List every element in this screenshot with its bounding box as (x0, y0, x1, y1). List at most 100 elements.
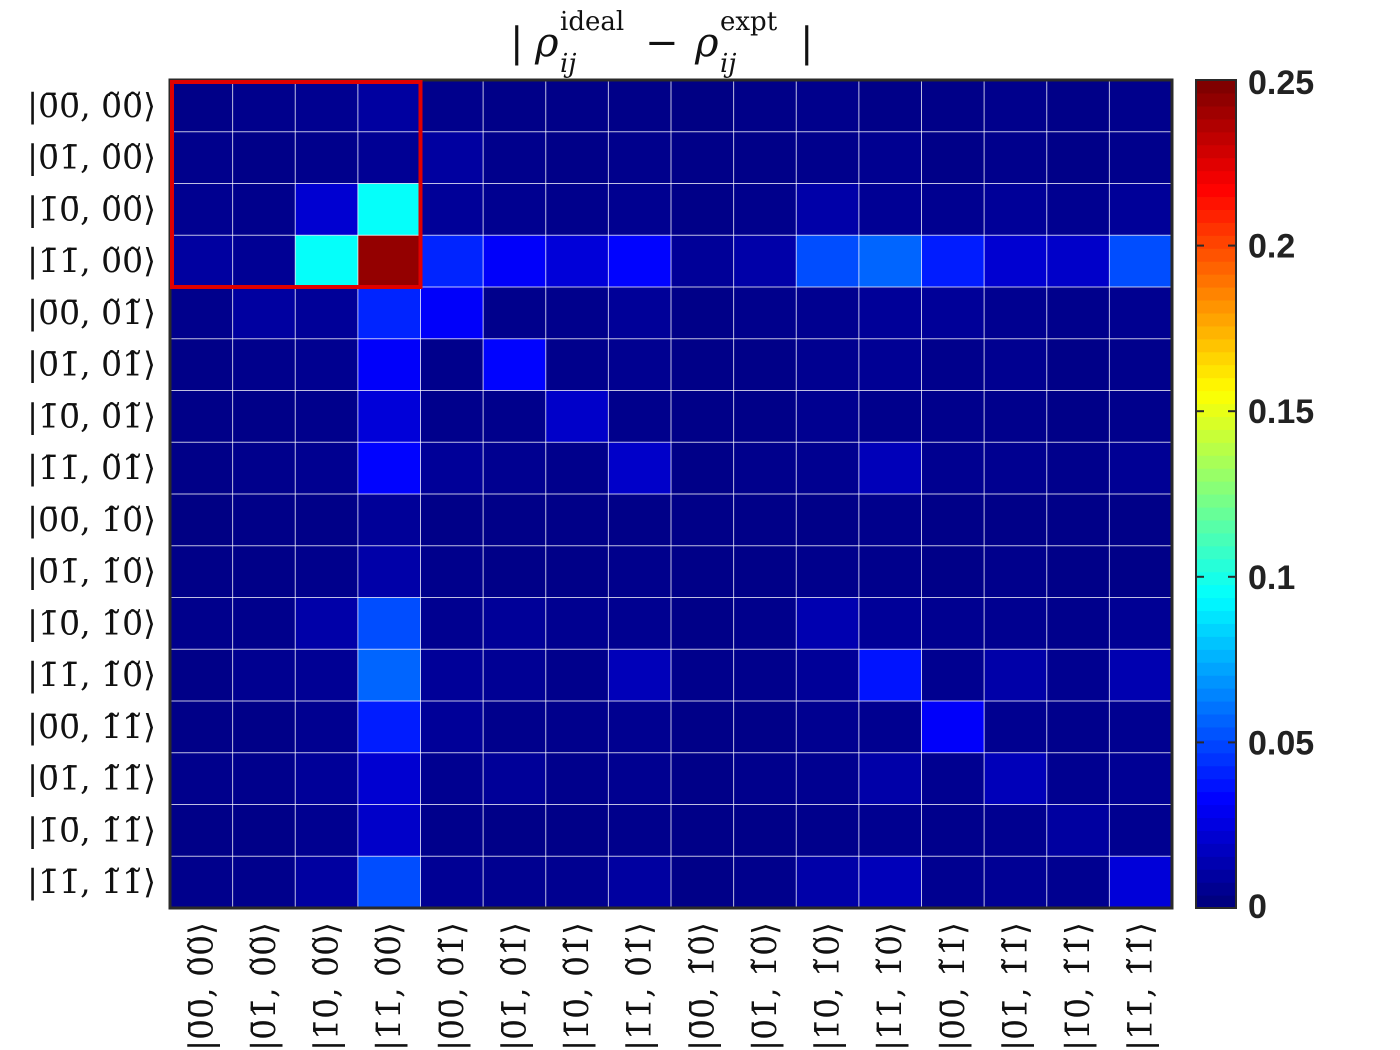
heatmap-cell (671, 287, 735, 340)
column-labels: |0̄0̄, 0̃0̃⟩ |0̄1̄, 0̃0̃⟩ |1̄0̄, 0̃0̃⟩ |1̄1… (181, 922, 1159, 1050)
colorbar-segment (1196, 92, 1236, 107)
heatmap-cell (858, 856, 922, 909)
heatmap-cell (608, 442, 672, 495)
heatmap-cell (608, 235, 672, 288)
column-label: |1̄0̄, 0̃0̃⟩ (307, 922, 346, 1050)
heatmap-cell (1046, 804, 1110, 857)
heatmap-cell (545, 183, 609, 236)
colorbar-segment (1196, 429, 1236, 443)
row-label: |0̄0̄, 1̃0̃⟩ (27, 500, 156, 539)
colorbar-tick-label: 0.1 (1248, 559, 1295, 597)
heatmap-cell (733, 287, 797, 340)
heatmap-cell (796, 390, 860, 443)
colorbar-segment (1196, 623, 1236, 637)
heatmap-cell (170, 545, 234, 598)
heatmap-cell (733, 390, 797, 443)
heatmap-cell (1046, 131, 1110, 184)
heatmap-cell (295, 80, 359, 133)
heatmap-cell (671, 804, 735, 857)
heatmap-cell (921, 287, 985, 340)
colorbar-segment (1196, 571, 1236, 586)
colorbar-segment (1196, 364, 1236, 379)
heatmap-cell (232, 752, 296, 805)
heatmap-cell (483, 235, 547, 288)
colorbar-segment (1196, 895, 1236, 909)
column-label: |0̄0̄, 0̃1̃⟩ (432, 922, 471, 1050)
heatmap-cell (295, 649, 359, 702)
heatmap-cell (1046, 183, 1110, 236)
heatmap-cell (357, 235, 421, 288)
heatmap-cell (295, 235, 359, 288)
column-label: |1̄0̄, 1̃0̃⟩ (808, 922, 847, 1050)
heatmap-cell (295, 338, 359, 391)
heatmap-cell (671, 856, 735, 909)
heatmap-cell (921, 183, 985, 236)
heatmap-cell (420, 131, 484, 184)
heatmap-cell (170, 338, 234, 391)
heatmap-cell (357, 804, 421, 857)
colorbar-segment (1196, 597, 1236, 612)
heatmap-cell (1046, 649, 1110, 702)
heatmap-cell (921, 752, 985, 805)
heatmap-cell (170, 442, 234, 495)
heatmap-cell (232, 183, 296, 236)
heatmap-cell (170, 494, 234, 547)
colorbar-segment (1196, 105, 1236, 120)
colorbar-segment (1196, 649, 1236, 663)
heatmap-cell (420, 235, 484, 288)
row-labels: |0̄0̄, 0̃0̃⟩ |0̄1̄, 0̃0̃⟩ |1̄0̄, 0̃0̃⟩ |1̄1… (27, 86, 156, 901)
colorbar-segment (1196, 170, 1236, 185)
heatmap-cell (420, 752, 484, 805)
heatmap-cell (984, 80, 1048, 133)
heatmap-cell (1046, 752, 1110, 805)
colorbar-segment (1196, 377, 1236, 392)
heatmap-cell (483, 390, 547, 443)
heatmap-cell (545, 235, 609, 288)
heatmap-cell (545, 338, 609, 391)
colorbar-segment (1196, 675, 1236, 689)
heatmap-cell (984, 338, 1048, 391)
colorbar-segment (1196, 726, 1236, 741)
colorbar-segment (1196, 261, 1236, 275)
heatmap-cell (420, 390, 484, 443)
heatmap-cell (545, 80, 609, 133)
heatmap-cell (796, 597, 860, 650)
heatmap-cell (921, 649, 985, 702)
heatmap-cell (1046, 287, 1110, 340)
colorbar-segment (1196, 545, 1236, 560)
heatmap-cell (295, 442, 359, 495)
heatmap-cell (858, 804, 922, 857)
column-label: |0̄1̄, 1̃0̃⟩ (745, 922, 784, 1050)
colorbar-segment (1196, 209, 1236, 223)
colorbar-segment (1196, 519, 1236, 534)
heatmap-cell (671, 235, 735, 288)
heatmap-cell (545, 856, 609, 909)
heatmap-cell (357, 442, 421, 495)
column-label: |1̄0̄, 0̃1̃⟩ (557, 922, 596, 1050)
heatmap-cell (295, 183, 359, 236)
heatmap-cell (545, 390, 609, 443)
heatmap-cell (984, 442, 1048, 495)
chart-title: | ρ ideal ij − ρ expt ij | (510, 7, 813, 79)
heatmap-cell (733, 235, 797, 288)
colorbar-segment (1196, 468, 1236, 482)
heatmap-cell (420, 701, 484, 754)
heatmap-cell (232, 545, 296, 598)
heatmap-cell (545, 701, 609, 754)
heatmap-cell (984, 649, 1048, 702)
heatmap-cell (921, 856, 985, 909)
colorbar-segment (1196, 442, 1236, 456)
heatmap-cell (984, 752, 1048, 805)
heatmap-cell (1109, 338, 1173, 391)
heatmap-cell (608, 338, 672, 391)
heatmap-cell (733, 649, 797, 702)
heatmap-cell (921, 545, 985, 598)
heatmap-cell (733, 494, 797, 547)
heatmap-cell (1046, 701, 1110, 754)
colorbar-segment (1196, 312, 1236, 327)
colorbar-segment (1196, 144, 1236, 159)
heatmap-cell (608, 80, 672, 133)
colorbar-segment (1196, 532, 1236, 547)
title-bar-left: | (510, 20, 523, 66)
heatmap-cell (1046, 338, 1110, 391)
